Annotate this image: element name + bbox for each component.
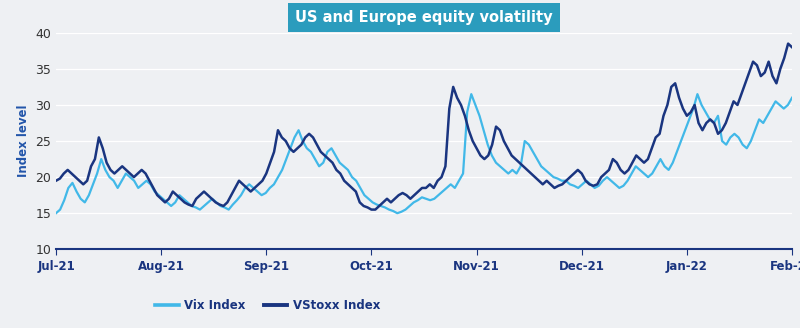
Vix Index <box>709 121 718 125</box>
VStoxx Index <box>51 179 61 183</box>
VStoxx Index <box>787 45 797 49</box>
Vix Index <box>51 211 61 215</box>
Vix Index <box>787 96 797 100</box>
Y-axis label: Index level: Index level <box>17 105 30 177</box>
Vix Index <box>330 154 340 157</box>
VStoxx Index <box>273 128 282 132</box>
VStoxx Index <box>222 200 232 204</box>
VStoxx Index <box>783 42 793 46</box>
Legend: Vix Index, VStoxx Index: Vix Index, VStoxx Index <box>150 294 385 317</box>
Vix Index <box>766 107 776 111</box>
Vix Index <box>138 182 147 186</box>
VStoxx Index <box>129 175 138 179</box>
Line: Vix Index: Vix Index <box>56 94 792 213</box>
VStoxx Index <box>390 197 399 201</box>
VStoxx Index <box>366 208 376 212</box>
Vix Index <box>203 200 213 204</box>
Title: US and Europe equity volatility: US and Europe equity volatility <box>295 10 553 25</box>
Vix Index <box>63 186 73 190</box>
Line: VStoxx Index: VStoxx Index <box>56 44 792 210</box>
VStoxx Index <box>425 182 434 186</box>
Vix Index <box>466 92 476 96</box>
VStoxx Index <box>262 172 271 175</box>
